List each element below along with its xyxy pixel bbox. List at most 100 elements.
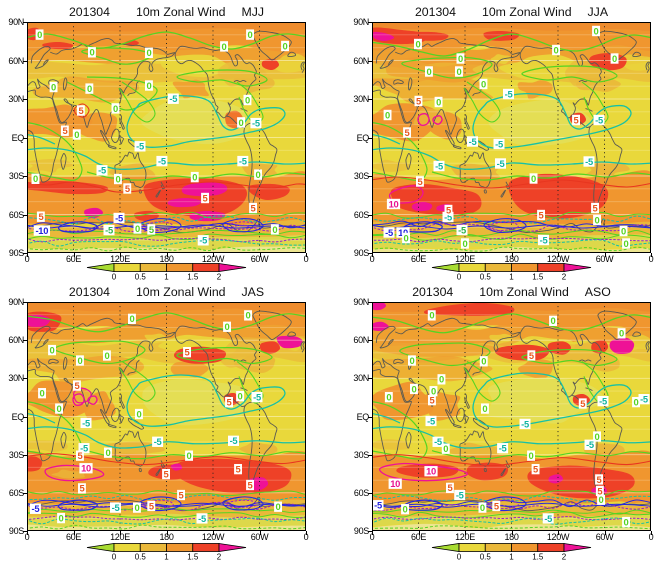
svg-text:-5: -5: [469, 136, 477, 147]
svg-text:0: 0: [404, 232, 409, 243]
svg-text:0: 0: [147, 80, 152, 91]
svg-text:0: 0: [113, 103, 118, 114]
svg-text:0: 0: [634, 398, 639, 408]
svg-text:5: 5: [574, 114, 579, 125]
svg-text:0: 0: [135, 503, 140, 513]
svg-text:0: 0: [87, 83, 92, 94]
svg-text:5: 5: [203, 192, 208, 203]
svg-text:0: 0: [51, 81, 56, 92]
svg-text:0: 0: [529, 451, 534, 461]
svg-text:-5: -5: [540, 234, 548, 245]
svg-text:-5: -5: [98, 165, 106, 176]
svg-text:0: 0: [457, 66, 462, 77]
svg-text:-5: -5: [521, 419, 529, 429]
svg-text:-5: -5: [199, 235, 207, 246]
svg-text:0: 0: [276, 502, 281, 512]
svg-text:0: 0: [427, 66, 432, 77]
svg-text:0: 0: [112, 273, 117, 282]
svg-text:0: 0: [238, 392, 243, 402]
svg-text:0: 0: [239, 117, 244, 128]
svg-text:0: 0: [187, 451, 192, 461]
svg-text:0: 0: [439, 375, 444, 385]
svg-text:5: 5: [149, 224, 154, 235]
svg-text:1.5: 1.5: [532, 273, 544, 282]
svg-text:-5: -5: [253, 393, 261, 403]
svg-text:0: 0: [416, 38, 421, 49]
svg-text:5: 5: [80, 484, 85, 494]
svg-text:-5: -5: [586, 440, 594, 450]
svg-text:0: 0: [436, 96, 441, 107]
svg-text:5: 5: [529, 351, 534, 361]
svg-text:5: 5: [78, 451, 83, 461]
svg-text:-5: -5: [115, 212, 123, 223]
svg-text:2: 2: [562, 273, 567, 282]
svg-text:0: 0: [410, 356, 415, 366]
svg-text:-5: -5: [444, 211, 452, 222]
svg-text:0: 0: [78, 356, 83, 366]
svg-text:10: 10: [389, 198, 399, 209]
svg-text:0: 0: [403, 505, 408, 515]
svg-text:-5: -5: [505, 88, 513, 99]
svg-text:0: 0: [256, 169, 261, 180]
svg-text:0: 0: [272, 224, 277, 235]
svg-text:5: 5: [448, 483, 453, 493]
svg-text:0: 0: [612, 53, 617, 64]
svg-text:2: 2: [562, 553, 567, 562]
svg-text:10: 10: [398, 227, 408, 238]
svg-text:0: 0: [135, 223, 140, 234]
svg-text:10: 10: [390, 479, 400, 489]
svg-text:-5: -5: [32, 504, 40, 514]
svg-text:5: 5: [38, 211, 43, 222]
svg-text:0: 0: [246, 311, 251, 321]
svg-text:-5: -5: [599, 397, 607, 407]
svg-text:0: 0: [147, 47, 152, 58]
svg-text:5: 5: [227, 398, 232, 408]
svg-text:-5: -5: [374, 501, 382, 511]
svg-text:5: 5: [416, 95, 421, 106]
svg-text:5: 5: [236, 465, 241, 475]
svg-text:5: 5: [533, 465, 538, 475]
svg-text:0: 0: [619, 329, 624, 339]
svg-text:-5: -5: [239, 156, 247, 167]
svg-text:0: 0: [412, 384, 417, 394]
svg-text:-5: -5: [499, 444, 507, 454]
svg-text:-5: -5: [585, 156, 593, 167]
svg-text:0: 0: [554, 44, 559, 55]
svg-text:0: 0: [457, 273, 462, 282]
svg-text:1.5: 1.5: [187, 553, 199, 562]
svg-text:0: 0: [385, 109, 390, 120]
svg-text:0: 0: [595, 432, 600, 442]
svg-text:5: 5: [593, 202, 598, 213]
svg-text:-5: -5: [80, 444, 88, 454]
svg-text:0: 0: [37, 29, 42, 40]
svg-text:10: 10: [81, 464, 91, 474]
svg-text:5: 5: [539, 209, 544, 220]
svg-text:0: 0: [40, 389, 45, 399]
svg-text:-5: -5: [640, 395, 648, 405]
svg-text:0: 0: [480, 503, 485, 513]
svg-text:0: 0: [599, 495, 604, 505]
svg-text:-5: -5: [136, 141, 144, 152]
svg-text:0.5: 0.5: [135, 553, 147, 562]
svg-text:5: 5: [430, 396, 435, 406]
svg-text:5: 5: [494, 501, 499, 511]
svg-text:-5: -5: [544, 514, 552, 524]
svg-text:1: 1: [164, 553, 169, 562]
svg-text:0: 0: [222, 41, 227, 52]
svg-text:0: 0: [621, 225, 626, 236]
svg-text:1: 1: [164, 273, 169, 282]
svg-text:1.5: 1.5: [187, 273, 199, 282]
svg-text:-5: -5: [458, 224, 466, 235]
svg-text:-5: -5: [230, 436, 238, 446]
svg-text:1: 1: [509, 553, 514, 562]
svg-text:1.5: 1.5: [532, 553, 544, 562]
svg-text:5: 5: [446, 204, 451, 215]
svg-text:-10: -10: [35, 225, 48, 236]
svg-text:5: 5: [185, 348, 190, 358]
svg-text:0: 0: [50, 345, 55, 355]
svg-text:-5: -5: [198, 514, 206, 524]
svg-text:5: 5: [164, 470, 169, 480]
svg-text:0: 0: [116, 173, 121, 184]
svg-text:0: 0: [463, 238, 468, 249]
svg-text:0: 0: [57, 404, 62, 414]
